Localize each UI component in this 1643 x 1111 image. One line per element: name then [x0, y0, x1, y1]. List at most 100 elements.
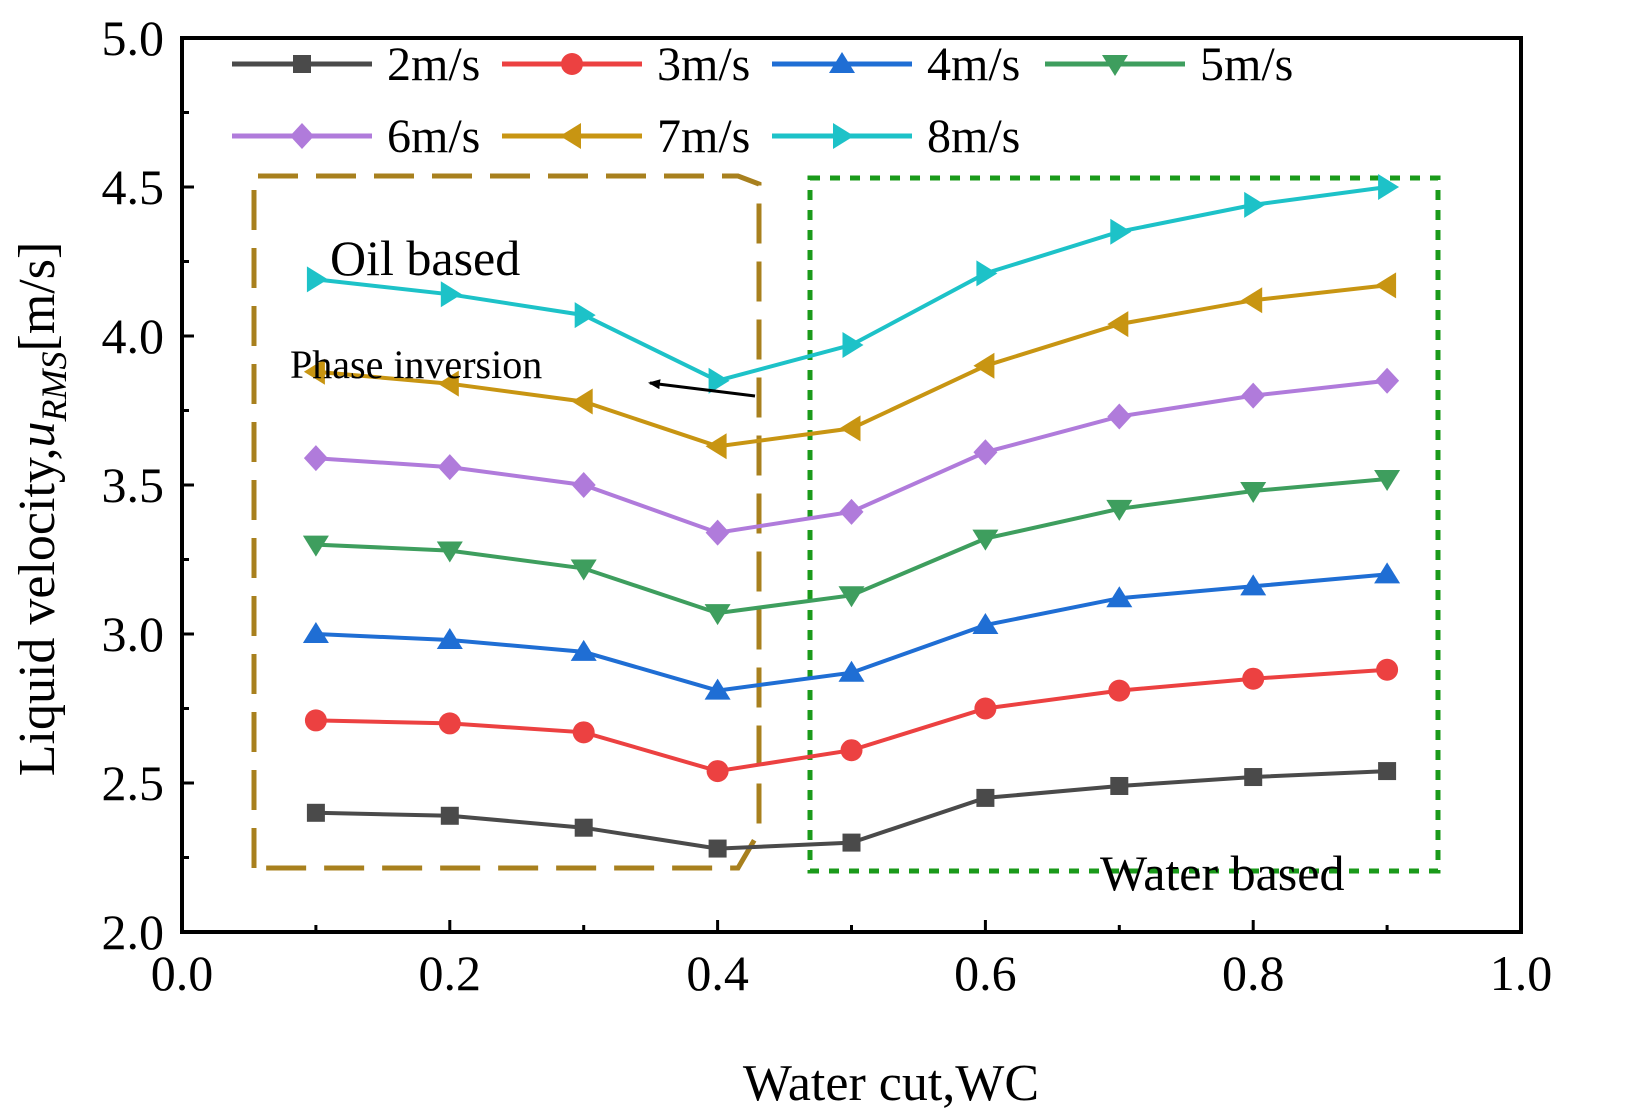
- legend-marker-3m/s: [561, 53, 583, 75]
- data-point-5m/s-0: [302, 535, 329, 557]
- y-tick-label-3: 3.5: [102, 457, 165, 513]
- data-point-7m/s-6: [1107, 311, 1129, 338]
- data-point-7m/s-3: [705, 433, 727, 460]
- legend: 2m/s 3m/s 4m/s 5m/s 6m/s 7m/s 8m/s: [232, 38, 1293, 163]
- data-point-8m/s-5: [976, 260, 998, 287]
- data-point-3m/s-7: [1242, 667, 1265, 690]
- data-point-4m/s-3: [704, 678, 731, 700]
- data-point-8m/s-8: [1378, 174, 1400, 200]
- data-point-6m/s-0: [303, 445, 328, 472]
- data-point-7m/s-2: [571, 388, 593, 415]
- y-tick-label-0: 2.0: [102, 904, 165, 960]
- data-point-2m/s-5: [976, 788, 995, 807]
- region-boxes: [251, 173, 1441, 874]
- series-2m/s: [306, 762, 1397, 858]
- data-point-7m/s-7: [1241, 287, 1263, 314]
- phase-inversion-label: Phase inversion: [290, 342, 542, 387]
- legend-marker-8m/s: [833, 123, 854, 149]
- legend-marker-6m/s: [290, 123, 314, 149]
- oil-based-region-box: [251, 173, 762, 871]
- legend-item-5m/s: 5m/s: [1045, 38, 1293, 91]
- y-axis-title-sub: RMS: [34, 351, 74, 422]
- legend-item-2m/s: 2m/s: [232, 38, 480, 91]
- data-point-2m/s-0: [306, 803, 325, 822]
- data-point-5m/s-7: [1240, 481, 1267, 503]
- legend-label-4m/s: 4m/s: [927, 38, 1020, 91]
- data-point-4m/s-4: [838, 660, 865, 682]
- data-point-3m/s-4: [840, 739, 863, 762]
- data-point-6m/s-1: [437, 454, 462, 481]
- data-point-6m/s-3: [705, 519, 730, 546]
- data-point-6m/s-5: [973, 439, 998, 466]
- legend-marker-7m/s: [560, 123, 581, 149]
- data-point-3m/s-5: [974, 697, 997, 720]
- legend-label-6m/s: 6m/s: [387, 110, 480, 163]
- data-point-8m/s-2: [574, 302, 596, 329]
- legend-label-5m/s: 5m/s: [1200, 38, 1293, 91]
- data-point-5m/s-4: [838, 586, 865, 608]
- data-point-6m/s-2: [571, 472, 596, 498]
- data-point-5m/s-8: [1374, 470, 1401, 492]
- data-point-2m/s-3: [708, 839, 727, 858]
- y-tick-label-1: 2.5: [102, 755, 165, 811]
- data-point-8m/s-0: [306, 266, 328, 293]
- data-point-5m/s-3: [704, 604, 731, 626]
- data-point-6m/s-6: [1107, 403, 1132, 430]
- series-4m/s: [302, 562, 1401, 700]
- series-layer: [302, 174, 1401, 858]
- legend-item-7m/s: 7m/s: [502, 110, 750, 163]
- plot-area: [182, 38, 1600, 980]
- data-point-4m/s-0: [302, 622, 329, 643]
- y-axis-title-unit: [m/s]: [9, 242, 66, 352]
- data-point-7m/s-4: [839, 415, 861, 442]
- series-3m/s: [304, 658, 1399, 783]
- data-point-8m/s-6: [1110, 218, 1132, 245]
- data-point-4m/s-7: [1240, 574, 1267, 596]
- data-point-6m/s-4: [839, 498, 864, 525]
- x-tick-label-2: 0.4: [686, 945, 749, 1001]
- series-6m/s: [303, 367, 1400, 546]
- data-point-3m/s-0: [304, 709, 327, 732]
- data-point-3m/s-1: [438, 712, 461, 735]
- data-point-7m/s-8: [1375, 272, 1397, 299]
- oil-based-label: Oil based: [330, 230, 520, 286]
- legend-label-8m/s: 8m/s: [927, 110, 1020, 163]
- y-axis-title-prefix: Liquid velocity,: [9, 447, 66, 776]
- legend-label-7m/s: 7m/s: [657, 110, 750, 163]
- data-point-2m/s-4: [842, 833, 861, 852]
- y-tick-label-6: 5.0: [102, 10, 165, 66]
- data-point-2m/s-2: [574, 818, 593, 837]
- data-point-3m/s-6: [1108, 679, 1131, 702]
- legend-label-2m/s: 2m/s: [387, 38, 480, 91]
- data-point-3m/s-3: [706, 760, 729, 783]
- data-point-2m/s-1: [440, 806, 459, 825]
- data-point-2m/s-6: [1110, 776, 1129, 795]
- legend-marker-4m/s: [829, 52, 855, 73]
- y-axis-title: Liquid velocity,uRMS[m/s]: [9, 242, 74, 777]
- data-point-2m/s-8: [1378, 762, 1397, 781]
- series-5m/s: [302, 470, 1401, 626]
- data-point-8m/s-4: [842, 331, 864, 358]
- data-point-3m/s-8: [1376, 658, 1399, 681]
- legend-item-6m/s: 6m/s: [232, 110, 480, 163]
- data-point-4m/s-5: [972, 613, 999, 635]
- x-tick-label-3: 0.6: [954, 945, 1017, 1001]
- legend-marker-5m/s: [1102, 55, 1128, 76]
- x-tick-label-4: 0.8: [1222, 945, 1285, 1001]
- data-point-8m/s-3: [708, 367, 730, 394]
- phase-inversion-arrow: [648, 379, 756, 398]
- data-point-4m/s-2: [570, 639, 597, 661]
- legend-item-8m/s: 8m/s: [772, 110, 1020, 163]
- data-point-7m/s-0: [303, 358, 325, 385]
- x-tick-label-5: 1.0: [1490, 945, 1553, 1001]
- legend-item-4m/s: 4m/s: [772, 38, 1020, 91]
- water-based-label: Water based: [1100, 845, 1344, 901]
- data-point-6m/s-7: [1241, 382, 1266, 409]
- data-point-2m/s-7: [1244, 768, 1263, 787]
- legend-marker-2m/s: [293, 55, 311, 73]
- data-point-5m/s-1: [436, 541, 463, 563]
- data-point-6m/s-8: [1375, 367, 1400, 394]
- legend-item-3m/s: 3m/s: [502, 38, 750, 91]
- data-point-4m/s-1: [436, 627, 463, 649]
